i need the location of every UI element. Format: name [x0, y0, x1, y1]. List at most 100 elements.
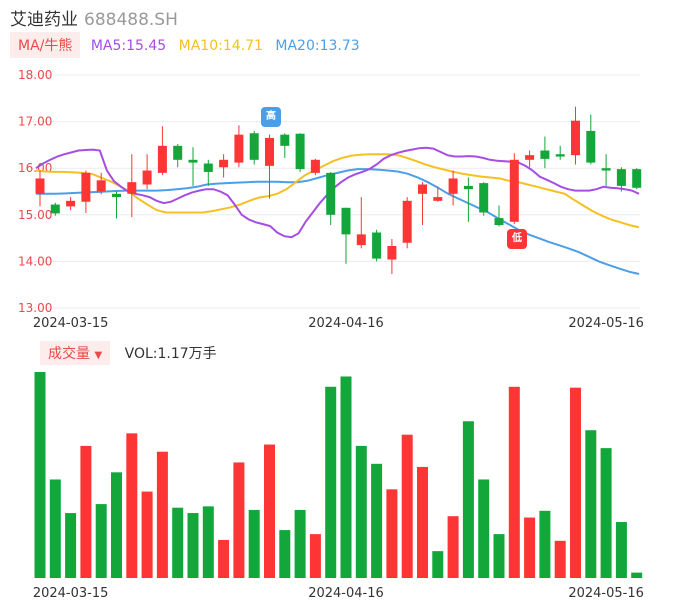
ma-bull-bear-tag[interactable]: MA/牛熊	[10, 32, 81, 58]
volume-bar	[34, 372, 46, 578]
volume-bar	[600, 448, 612, 578]
candle-body	[601, 168, 611, 171]
candle-body	[326, 172, 336, 215]
volume-bar	[80, 445, 92, 578]
volume-bar	[309, 534, 321, 578]
y-tick-label: 13.00	[18, 301, 52, 315]
volume-value: VOL:1.17万手	[124, 346, 217, 362]
x-tick-label: 2024-05-16	[568, 316, 644, 331]
volume-bar	[524, 517, 536, 578]
ma20-line	[36, 168, 640, 275]
candle-body	[188, 159, 198, 163]
stock-title: 艾迪药业 688488.SH	[10, 5, 178, 30]
volume-bar	[554, 540, 566, 578]
volume-bar	[401, 434, 413, 578]
candle-body	[234, 134, 244, 163]
volume-bar	[570, 387, 581, 578]
volume-bar	[432, 551, 444, 578]
ma5-label: MA5:15.45	[90, 38, 167, 54]
candle-body	[341, 207, 351, 235]
candle-body	[35, 178, 45, 194]
candle-body	[265, 137, 274, 166]
candle-body	[372, 232, 382, 259]
candle-body	[203, 163, 213, 172]
volume-bar	[462, 421, 474, 578]
volume-bar	[493, 534, 505, 578]
stock-name: 艾迪药业	[10, 10, 78, 30]
candle-body	[310, 159, 320, 173]
y-tick-label: 15.00	[18, 208, 52, 222]
x-tick-label: 2024-04-16	[308, 316, 384, 331]
candle-body	[112, 193, 121, 198]
volume-x-tick-label: 2024-05-16	[568, 586, 644, 601]
ma5-line	[35, 146, 640, 239]
candle-body	[173, 145, 183, 160]
volume-x-tick-label: 2024-03-15	[33, 586, 109, 601]
candle-body	[356, 234, 366, 246]
candle-body	[280, 134, 290, 146]
volume-bar	[355, 445, 367, 578]
candle-body	[571, 120, 580, 156]
volume-bar	[371, 463, 383, 578]
candle-body	[433, 197, 443, 201]
stock-code: 688488.SH	[84, 10, 178, 30]
volume-bar	[264, 444, 275, 578]
volume-bar	[386, 489, 398, 578]
ma-legend: MA/牛熊 MA5:15.45 MA10:14.71 MA20:13.73	[10, 32, 368, 58]
y-tick-label: 18.00	[18, 68, 52, 82]
volume-bar	[233, 462, 245, 578]
ma20-label: MA20:13.73	[275, 38, 360, 54]
ma10-label: MA10:14.71	[178, 38, 263, 54]
candle-body	[463, 185, 473, 190]
volume-bar	[65, 513, 77, 578]
y-tick-label: 16.00	[18, 161, 52, 175]
volume-legend: 成交量 ▼ VOL:1.17万手	[40, 341, 217, 365]
candle-body	[387, 246, 397, 260]
candle-body	[479, 183, 489, 213]
candle-body	[96, 180, 106, 192]
volume-tag-label: 成交量	[48, 346, 90, 362]
candle-body	[494, 218, 504, 226]
candle-body	[616, 169, 626, 186]
volume-bar	[172, 507, 184, 578]
y-tick-label: 17.00	[18, 115, 52, 129]
candle-body	[219, 159, 229, 168]
candle-body	[50, 204, 60, 214]
volume-bar	[631, 572, 643, 578]
dropdown-arrow-icon: ▼	[94, 350, 103, 361]
candle-body	[418, 184, 427, 194]
volume-bar	[218, 539, 230, 578]
candle-body	[249, 133, 259, 160]
volume-bar	[95, 504, 107, 578]
volume-bar	[585, 430, 597, 578]
candle-body	[157, 145, 167, 173]
candle-body	[540, 150, 550, 159]
candle-body	[127, 182, 137, 194]
volume-bar	[49, 479, 61, 578]
candle-body	[448, 178, 458, 194]
volume-x-tick-label: 2024-04-16	[308, 586, 384, 601]
volume-bar	[340, 376, 352, 578]
volume-bar	[187, 513, 199, 578]
candle-body	[81, 172, 91, 202]
candle-body	[402, 200, 412, 243]
candle-body	[555, 154, 565, 157]
candle-body	[525, 155, 535, 160]
volume-bar	[325, 386, 337, 578]
volume-bar	[615, 522, 627, 578]
candle-body	[509, 159, 519, 222]
candle-body	[295, 133, 305, 170]
volume-bar	[478, 479, 490, 578]
candle-body	[66, 200, 76, 207]
volume-bar	[294, 509, 306, 578]
volume-bar	[539, 510, 551, 578]
volume-bar	[156, 451, 168, 578]
ma10-line	[35, 153, 640, 229]
low-marker-icon: 低	[507, 229, 527, 249]
volume-bar	[141, 491, 153, 578]
volume-tag[interactable]: 成交量 ▼	[40, 341, 111, 365]
candle-body	[632, 169, 642, 188]
volume-bar	[508, 386, 520, 578]
candle-body	[142, 170, 152, 185]
